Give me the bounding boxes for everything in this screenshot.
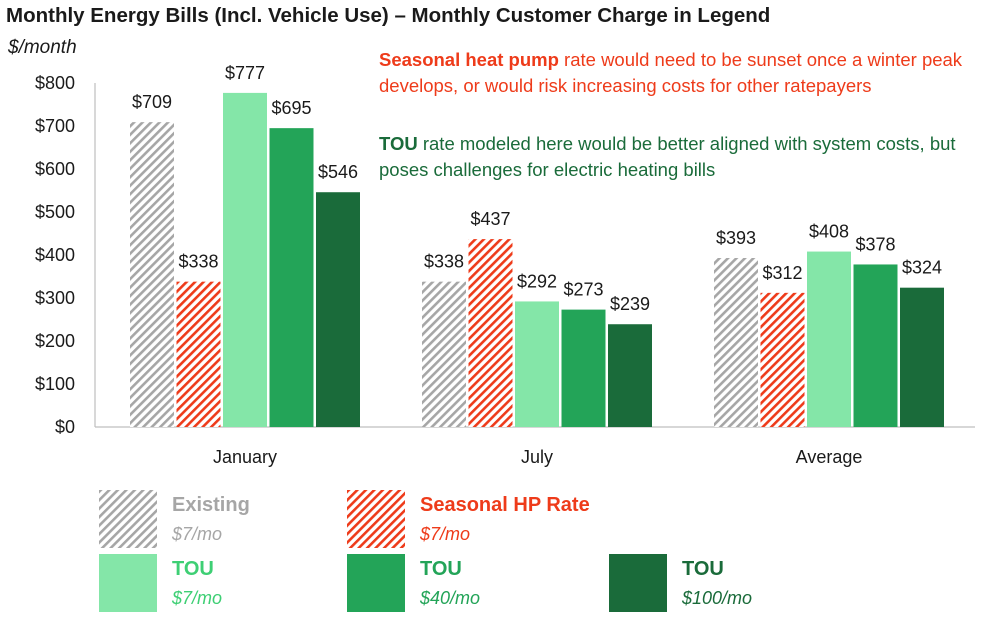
bar xyxy=(269,128,314,427)
legend-series-name: Existing xyxy=(172,494,250,516)
bar xyxy=(760,292,805,427)
bar xyxy=(130,122,174,427)
data-label: $777 xyxy=(225,63,265,83)
annotation-tou-bold: TOU xyxy=(379,133,418,154)
bar xyxy=(807,251,851,427)
legend-item: TOU $100/mo xyxy=(609,554,929,614)
legend-series-name: Seasonal HP Rate xyxy=(420,494,590,516)
legend-item: TOU $7/mo xyxy=(99,554,419,614)
legend-swatch xyxy=(347,554,405,612)
bars xyxy=(130,92,944,427)
legend-series-name: TOU xyxy=(172,558,214,580)
x-tick-label: July xyxy=(521,447,553,467)
y-tick-label: $300 xyxy=(35,288,75,308)
x-tick-label: January xyxy=(213,447,277,467)
bar xyxy=(515,301,559,427)
y-tick-label: $800 xyxy=(35,73,75,93)
legend-customer-charge: $7/mo xyxy=(420,524,471,544)
bar xyxy=(316,192,360,427)
legend-series-name: TOU xyxy=(682,558,724,580)
legend-swatch xyxy=(347,490,405,548)
x-tick-label: Average xyxy=(796,447,863,467)
data-label: $378 xyxy=(855,234,895,254)
y-axis-unit: $/month xyxy=(8,37,77,58)
data-label: $709 xyxy=(132,92,172,112)
data-label: $239 xyxy=(610,294,650,314)
y-tick-label: $600 xyxy=(35,159,75,179)
bar xyxy=(422,281,466,427)
annotation-seasonal-hp: Seasonal heat pump rate would need to be… xyxy=(379,47,983,99)
legend-item: Seasonal HP Rate $7/mo xyxy=(347,490,667,550)
legend-customer-charge: $100/mo xyxy=(682,588,753,608)
data-label: $695 xyxy=(271,98,311,118)
data-label: $292 xyxy=(517,271,557,291)
data-labels: $709 $338 $777 $695 $546 $338 $437 $292 $273 $239… xyxy=(132,63,942,314)
legend-item: TOU $40/mo xyxy=(347,554,667,614)
y-tick-label: $500 xyxy=(35,202,75,222)
bar-chart: $0 $100 $200 $300 $400 $500 $600 $700 $800 Januar… xyxy=(35,63,975,467)
data-label: $273 xyxy=(563,280,603,300)
annotation-tou-text: rate modeled here would be better aligne… xyxy=(379,133,956,180)
bar xyxy=(468,239,513,427)
y-tick-label: $0 xyxy=(55,417,75,437)
chart-title: Monthly Energy Bills (Incl. Vehicle Use)… xyxy=(6,4,771,27)
bar xyxy=(714,258,758,427)
data-label: $312 xyxy=(762,263,802,283)
data-label: $324 xyxy=(902,258,942,278)
data-label: $393 xyxy=(716,228,756,248)
data-label: $338 xyxy=(178,252,218,272)
y-tick-label: $400 xyxy=(35,245,75,265)
bar xyxy=(561,309,606,427)
legend-swatch xyxy=(99,490,157,548)
legend-swatch xyxy=(99,554,157,612)
data-label: $546 xyxy=(318,162,358,182)
y-tick-label: $700 xyxy=(35,116,75,136)
annotation-tou: TOU rate modeled here would be better al… xyxy=(379,131,983,183)
data-label: $437 xyxy=(470,209,510,229)
legend-customer-charge: $40/mo xyxy=(420,588,481,608)
annotation-seasonal-hp-bold: Seasonal heat pump xyxy=(379,49,559,70)
bar xyxy=(853,264,898,427)
data-label: $338 xyxy=(424,252,464,272)
data-label: $408 xyxy=(809,222,849,242)
bar xyxy=(223,92,267,427)
y-tick-label: $100 xyxy=(35,374,75,394)
bar xyxy=(176,281,221,427)
legend-series-name: TOU xyxy=(420,558,462,580)
legend-customer-charge: $7/mo xyxy=(172,524,223,544)
y-tick-label: $200 xyxy=(35,331,75,351)
legend-item: Existing $7/mo xyxy=(99,490,419,550)
bar xyxy=(900,287,944,427)
legend-swatch xyxy=(609,554,667,612)
legend-customer-charge: $7/mo xyxy=(172,588,223,608)
annotation-seasonal-hp-text: rate would need to be sunset once a wint… xyxy=(379,49,963,96)
bar xyxy=(608,324,652,427)
